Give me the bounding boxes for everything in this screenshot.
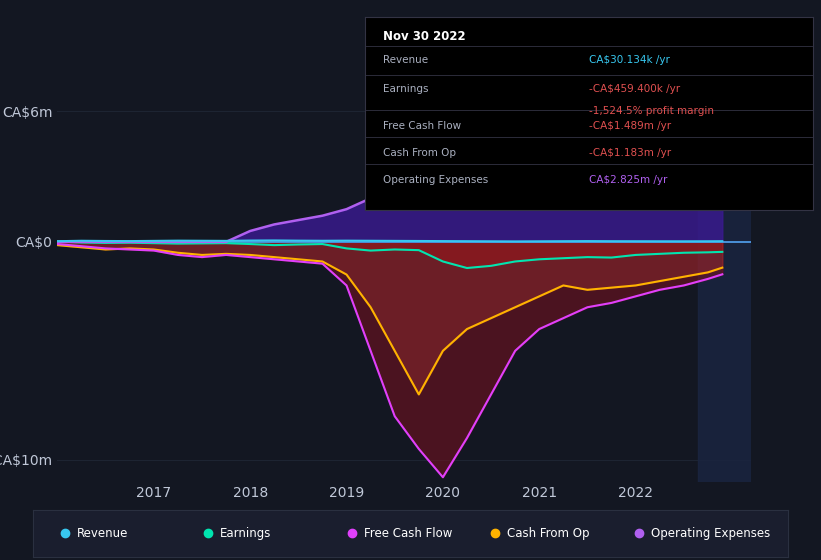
Text: CA$30.134k /yr: CA$30.134k /yr [589, 55, 670, 66]
Text: Revenue: Revenue [76, 527, 128, 540]
Text: -CA$1.183m /yr: -CA$1.183m /yr [589, 148, 672, 158]
Text: Free Cash Flow: Free Cash Flow [383, 121, 461, 131]
Text: Earnings: Earnings [383, 85, 429, 95]
Text: Cash From Op: Cash From Op [383, 148, 456, 158]
Text: Operating Expenses: Operating Expenses [383, 175, 488, 185]
Bar [698, 78, 751, 482]
Text: Free Cash Flow: Free Cash Flow [364, 527, 452, 540]
Text: Operating Expenses: Operating Expenses [651, 527, 770, 540]
Text: CA$2.825m /yr: CA$2.825m /yr [589, 175, 667, 185]
Text: -CA$1.489m /yr: -CA$1.489m /yr [589, 121, 672, 131]
Text: -CA$459.400k /yr: -CA$459.400k /yr [589, 85, 680, 95]
Text: -1,524.5% profit margin: -1,524.5% profit margin [589, 106, 714, 116]
Text: Cash From Op: Cash From Op [507, 527, 589, 540]
Text: Revenue: Revenue [383, 55, 429, 66]
Text: Earnings: Earnings [220, 527, 272, 540]
Text: Nov 30 2022: Nov 30 2022 [383, 30, 466, 43]
